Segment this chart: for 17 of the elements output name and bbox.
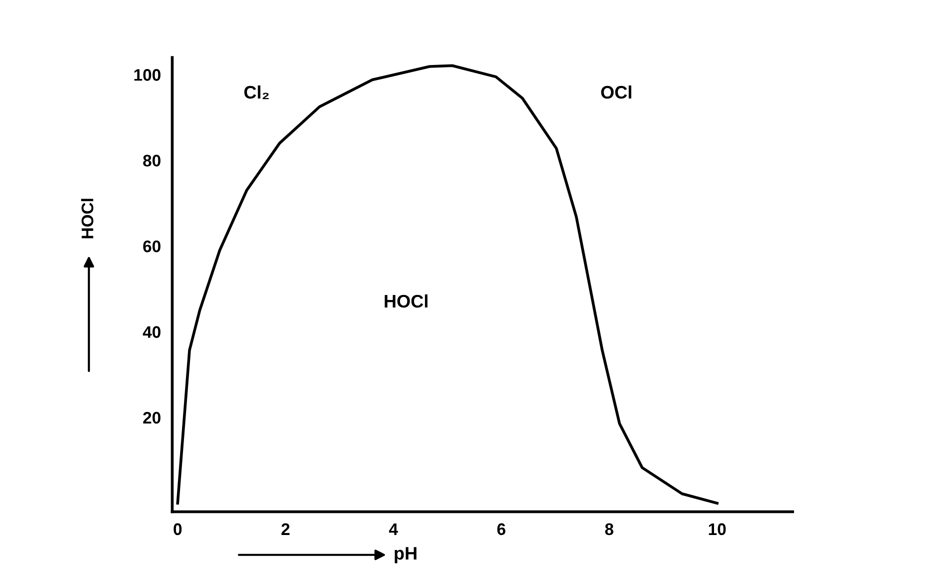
y-axis-title: HOCl (81, 198, 94, 238)
annotation: HOCl (384, 294, 428, 308)
y-tick-label: 20 (143, 412, 160, 424)
y-tick-label: 100 (134, 69, 160, 81)
annotation: Cl₂ (244, 85, 269, 100)
x-tick-label: 8 (605, 523, 614, 536)
y-tick-label: 60 (143, 240, 160, 252)
line-series (176, 64, 719, 505)
x-axis-title: pH (394, 547, 416, 564)
annotation: OCl (601, 85, 632, 99)
x-tick-label: 10 (708, 523, 726, 536)
y-tick-label: 80 (143, 154, 160, 167)
x-tick-label: 6 (497, 523, 506, 536)
x-tick-label: 4 (389, 523, 398, 535)
y-tick-label: 40 (142, 326, 160, 338)
x-tick-label: 0 (174, 523, 182, 536)
x-tick-label: 2 (281, 523, 290, 535)
